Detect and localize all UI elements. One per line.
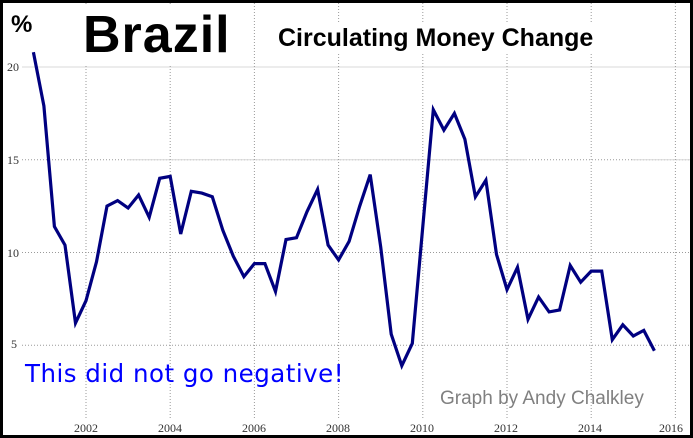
y-tick-label: 20 <box>7 60 19 74</box>
y-tick-label: 5 <box>11 337 17 351</box>
credit-text: Graph by Andy Chalkley <box>440 388 644 409</box>
x-tick-label: 2016 <box>659 421 683 435</box>
chart-title: Brazil <box>79 5 235 65</box>
x-tick-label: 2014 <box>578 421 602 435</box>
y-tick-label: 15 <box>7 153 19 167</box>
y-axis-unit-label: % <box>11 11 33 38</box>
x-tick-label: 2002 <box>74 421 98 435</box>
x-tick-label: 2008 <box>326 421 350 435</box>
x-tick-label: 2006 <box>242 421 266 435</box>
x-tick-label: 2004 <box>158 421 182 435</box>
annotation-note: This did not go negative! <box>25 359 345 388</box>
y-tick-label: 10 <box>7 246 19 260</box>
data-series-line <box>31 51 656 370</box>
x-tick-label: 2010 <box>410 421 434 435</box>
plot-area <box>22 3 690 420</box>
x-tick-label: 2012 <box>494 421 518 435</box>
chart-subtitle: Circulating Money Change <box>275 23 597 53</box>
